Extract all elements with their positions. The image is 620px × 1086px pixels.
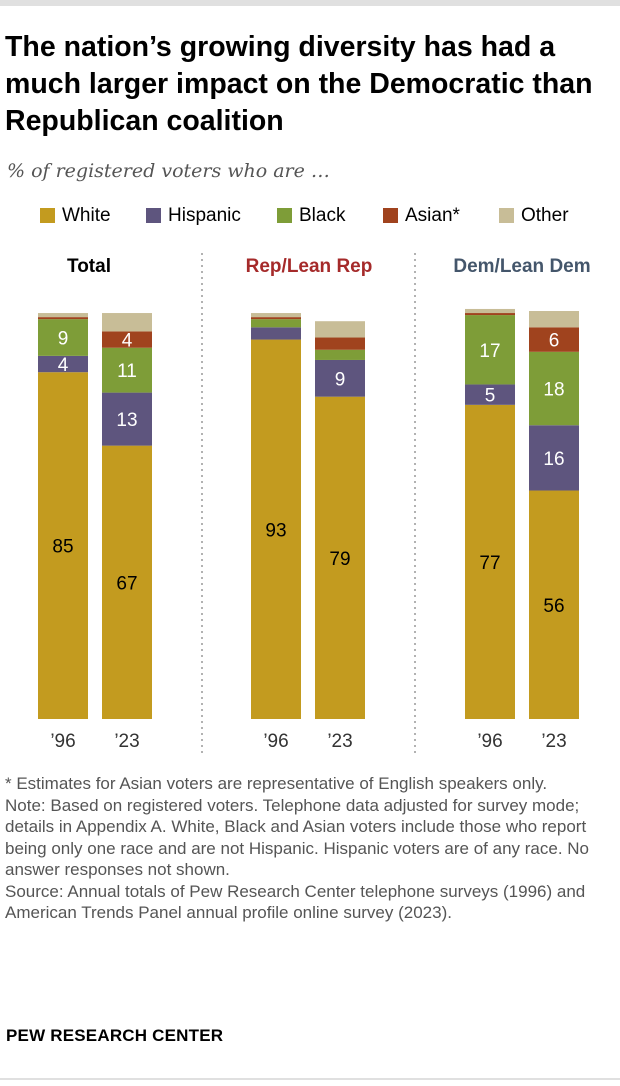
bar-total-23-black [102,347,152,393]
value-label-dem-lean-dem-96-white: 77 [479,553,500,574]
bar-rep-lean-rep-23-hispanic [315,359,365,397]
legend-swatch-other [499,208,514,223]
x-tick-rep-lean-rep-23: ’23 [327,731,352,752]
bar-rep-lean-rep-96-hispanic [251,327,301,340]
value-label-total-23-asian: 4 [122,331,133,352]
bar-rep-lean-rep-23-other [315,321,365,338]
value-label-total-96-hispanic: 4 [58,355,69,376]
footnotes: * Estimates for Asian voters are represe… [5,773,617,924]
bar-rep-lean-rep-96-white [251,339,301,719]
bar-dem-lean-dem-23-other [529,311,579,328]
bar-total-96-hispanic [38,355,88,373]
legend-label-hispanic: Hispanic [168,205,241,226]
value-label-dem-lean-dem-23-white: 56 [543,596,564,617]
x-tick-total-96: ’96 [50,731,75,752]
value-label-dem-lean-dem-96-hispanic: 5 [485,386,496,407]
bar-dem-lean-dem-23-asian [529,327,579,352]
chart-title: The nation’s growing diversity has had a… [5,31,593,137]
x-tick-dem-lean-dem-96: ’96 [477,731,502,752]
value-label-total-96-white: 85 [52,537,73,558]
x-tick-dem-lean-dem-23: ’23 [541,731,566,752]
value-label-total-23-black: 11 [117,361,137,382]
bar-dem-lean-dem-96-black [465,315,515,385]
x-tick-total-23: ’23 [114,731,139,752]
methodology-note: Note: Based on registered voters. Teleph… [5,795,589,880]
bar-total-23-hispanic [102,392,152,446]
bar-rep-lean-rep-23-white [315,396,365,719]
bar-total-23-white [102,445,152,719]
legend-label-other: Other [521,205,569,226]
bar-total-96-asian [38,317,88,320]
panel-title-total: Total [67,256,111,277]
bar-rep-lean-rep-23-asian [315,337,365,350]
brand-logo-text: PEW RESEARCH CENTER [6,1026,224,1045]
chart-subtitle: % of registered voters who are … [7,160,330,182]
bar-total-96-other [38,313,88,318]
value-label-rep-lean-rep-96-white: 93 [265,520,286,541]
value-label-dem-lean-dem-23-asian: 6 [549,331,560,352]
bar-dem-lean-dem-96-hispanic [465,384,515,405]
panel-title-dem-lean-dem: Dem/Lean Dem [453,256,590,277]
bar-rep-lean-rep-23-black [315,349,365,360]
stacked-bar-chart: Total 85 4 9 ’96 67 13 11 4 ’23 Rep/Lean Rep 93 ’96 7… [38,253,591,757]
source-note: Source: Annual totals of Pew Research Ce… [5,881,586,923]
legend-swatch-asian [383,208,398,223]
value-label-total-23-hispanic: 13 [116,410,137,431]
value-label-dem-lean-dem-96-black: 17 [479,341,500,362]
legend-swatch-white [40,208,55,223]
value-label-rep-lean-rep-23-hispanic: 9 [335,369,346,390]
value-label-dem-lean-dem-23-black: 18 [543,380,564,401]
value-label-total-96-black: 9 [58,329,69,350]
bar-total-96-black [38,319,88,356]
bar-dem-lean-dem-23-hispanic [529,425,579,491]
value-label-rep-lean-rep-23-white: 79 [329,549,350,570]
asterisk-note: * Estimates for Asian voters are represe… [5,774,548,793]
bar-total-23-other [102,313,152,332]
value-label-dem-lean-dem-23-hispanic: 16 [543,449,564,470]
bar-dem-lean-dem-96-white [465,404,515,719]
bar-rep-lean-rep-96-other [251,313,301,318]
legend-label-asian: Asian* [405,205,460,226]
panel-title-rep-lean-rep: Rep/Lean Rep [246,256,373,277]
bar-total-96-white [38,372,88,719]
legend-label-black: Black [299,205,346,226]
legend-label-white: White [62,205,111,226]
bar-dem-lean-dem-96-other [465,308,515,314]
top-rule [0,0,620,6]
bar-rep-lean-rep-96-asian [251,317,301,320]
bottom-rule [0,1078,620,1080]
value-label-total-23-white: 67 [116,573,137,594]
x-tick-rep-lean-rep-96: ’96 [263,731,288,752]
bar-rep-lean-rep-96-black [251,319,301,328]
legend-swatch-black [277,208,292,223]
bar-dem-lean-dem-23-white [529,490,579,719]
legend-swatch-hispanic [146,208,161,223]
bar-total-23-asian [102,331,152,348]
bar-dem-lean-dem-96-asian [465,313,515,316]
bar-dem-lean-dem-23-black [529,351,579,426]
